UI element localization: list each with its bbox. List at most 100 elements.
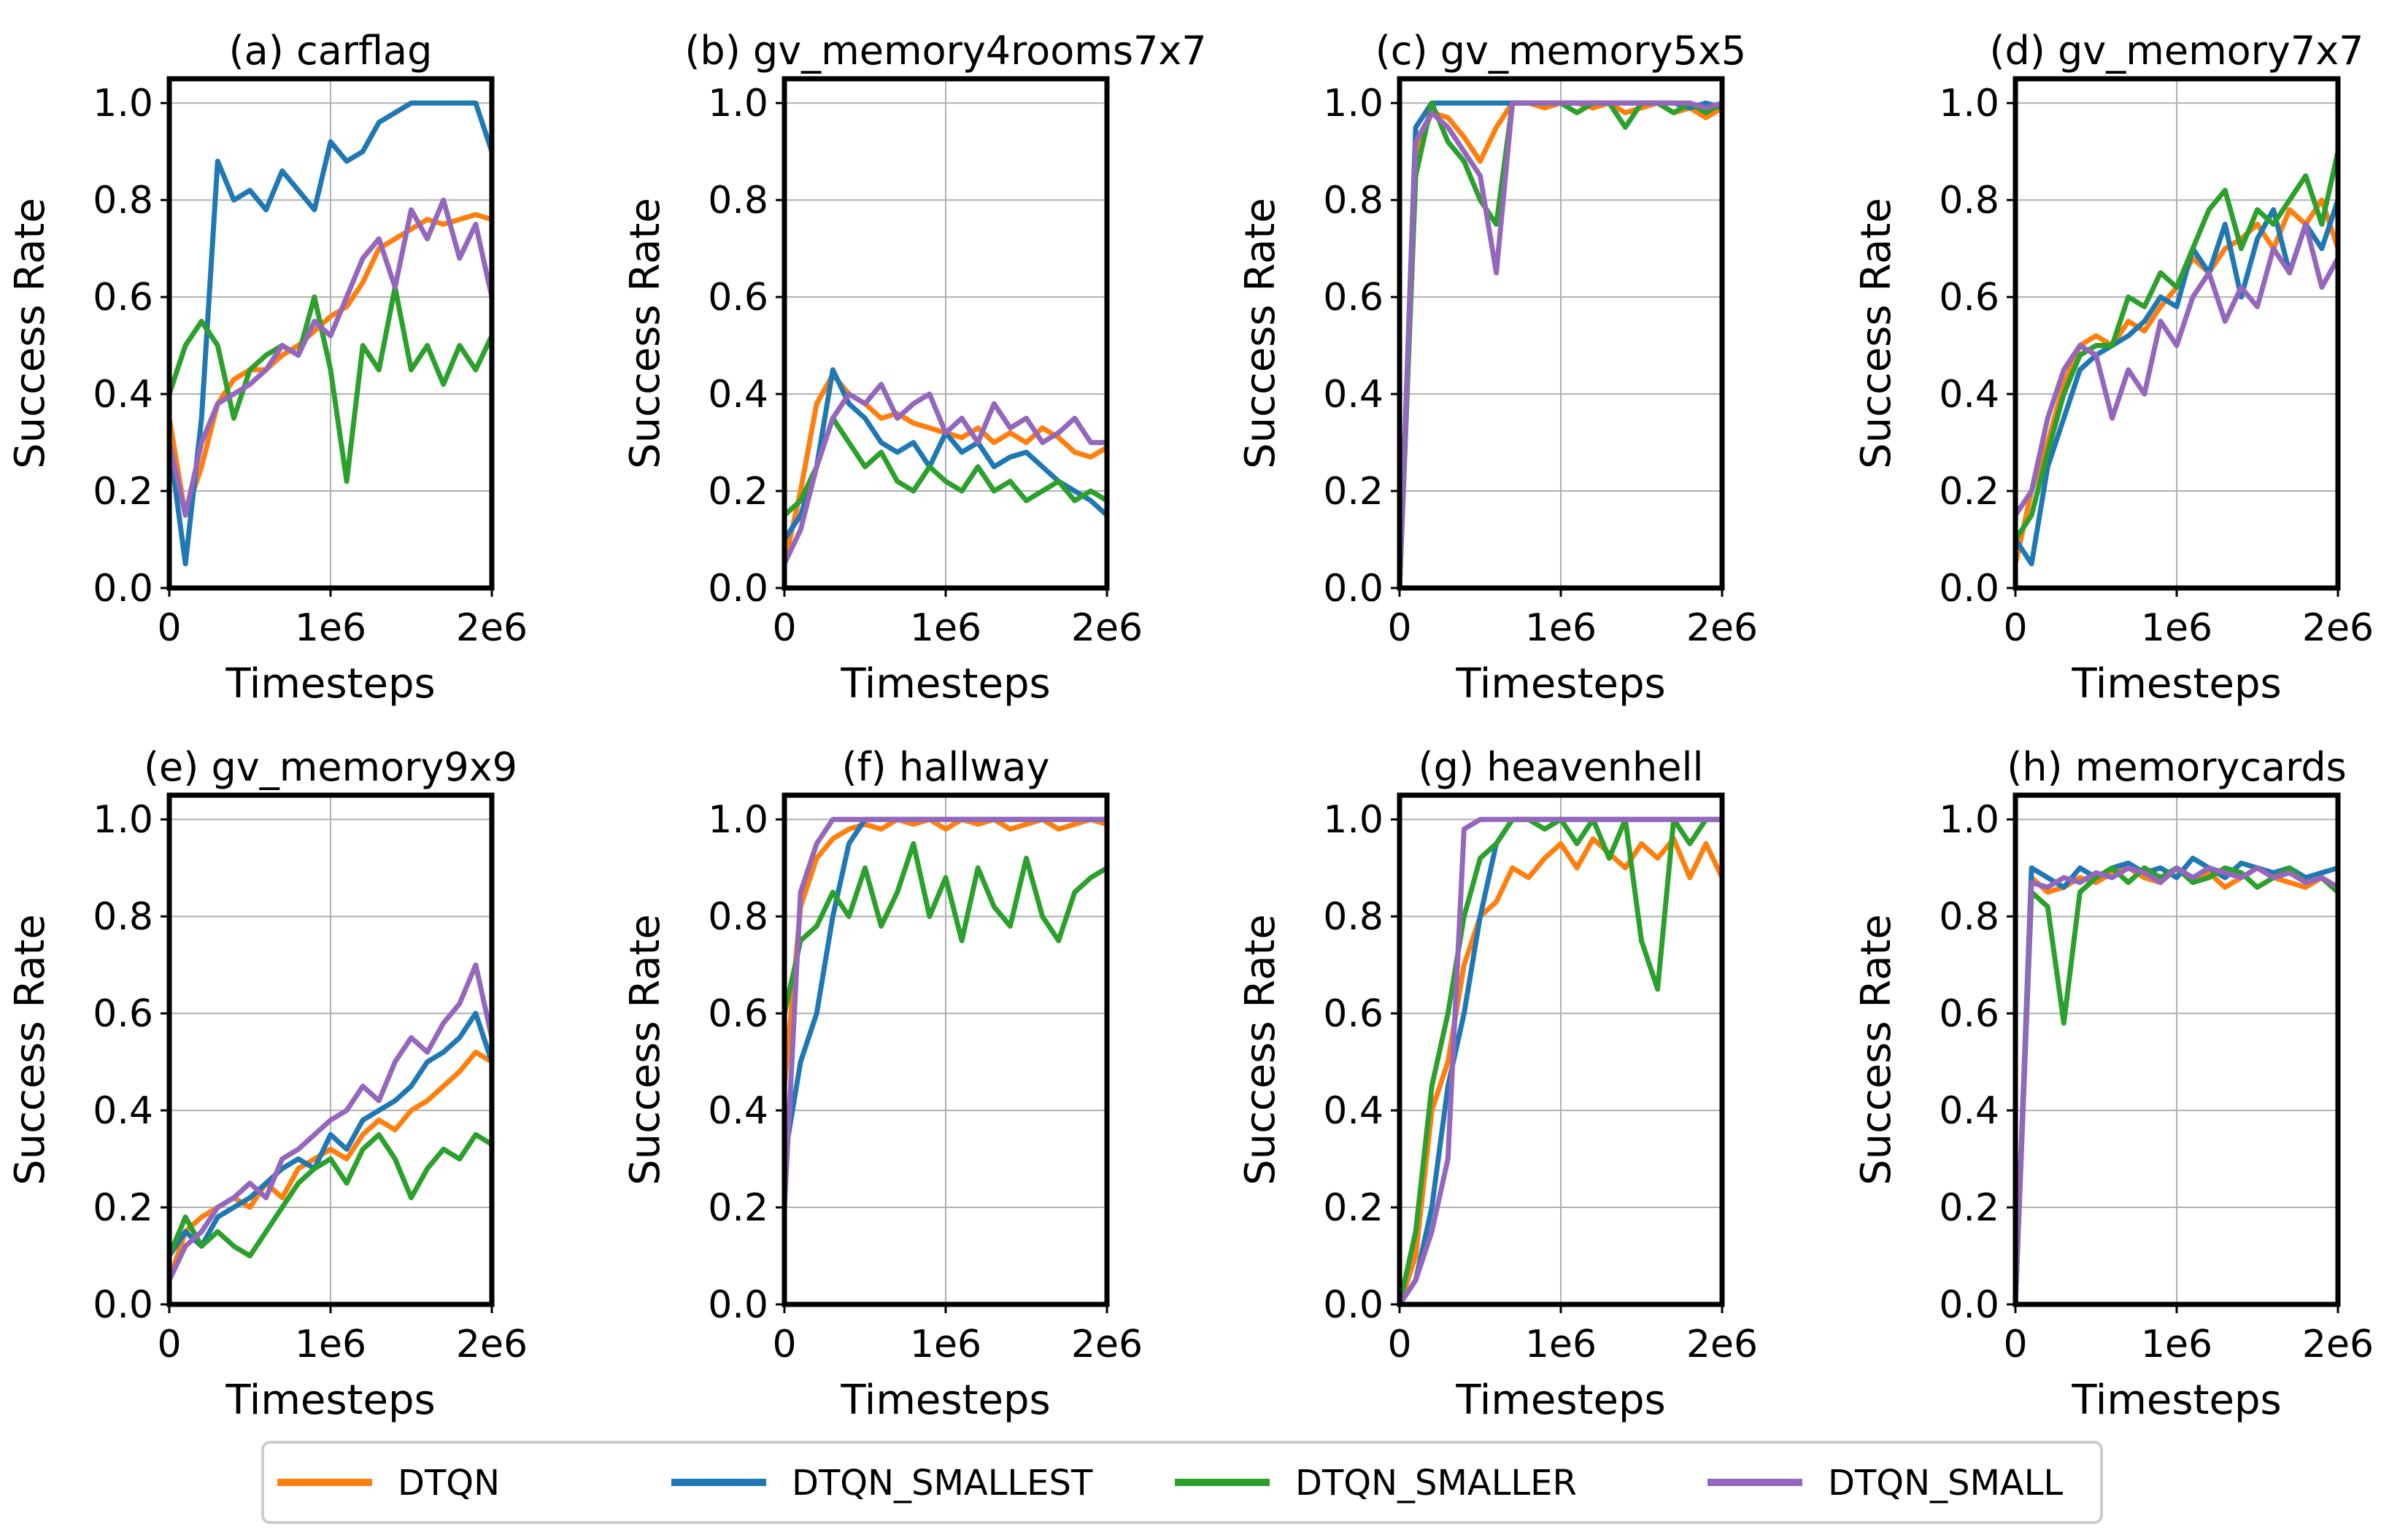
panel-title: (c) gv_memory5x5 (1375, 28, 1747, 74)
y-tick-label: 0.8 (1939, 895, 1999, 939)
panel-5: 0.0 0.2 0.4 0.6 0.8 1.0 0 1e6 2e6 (e) gv_memory9x… (7, 744, 528, 1424)
x-axis-label: Timesteps (1455, 660, 1665, 708)
y-tick-label: 0.4 (1323, 373, 1384, 417)
panel-title: (e) gv_memory9x9 (144, 744, 517, 790)
panel-title: (b) gv_memory4rooms7x7 (684, 28, 1206, 74)
series-line-dtqn-small (2013, 865, 2341, 1307)
panel-1: 0.0 0.2 0.4 0.6 0.8 1.0 0 1e6 2e6 (a) carflag Time… (7, 28, 528, 708)
y-tick-label: 0.0 (93, 567, 153, 611)
y-axis-label: Success Rate (622, 198, 669, 469)
y-tick-label: 1.0 (1939, 798, 1999, 842)
y-tick-label: 0.2 (93, 470, 153, 514)
series-line-dtqn-smallest (166, 1010, 495, 1258)
x-tick-label: 0 (157, 1323, 181, 1366)
x-tick-label: 1e6 (295, 606, 366, 650)
y-tick-label: 0.6 (1939, 276, 1999, 320)
y-tick-label: 0.6 (93, 276, 153, 320)
x-tick-label: 2e6 (456, 1323, 528, 1366)
legend-label-dtqn-small: DTQN_SMALL (1828, 1463, 2063, 1504)
panel-title: (h) memorycards (2007, 744, 2347, 790)
y-tick-label: 1.0 (708, 82, 768, 125)
y-tick-label: 0.6 (93, 992, 153, 1036)
x-tick-label: 2e6 (1071, 606, 1143, 650)
y-tick-label: 0.2 (1939, 1186, 1999, 1230)
series-line-dtqn-smaller (166, 1131, 495, 1258)
y-tick-label: 0.2 (708, 470, 768, 514)
y-tick-label: 0.0 (708, 1283, 768, 1327)
x-axis-label: Timesteps (840, 1377, 1050, 1424)
y-tick-label: 0.4 (93, 1089, 153, 1133)
series-line-dtqn-smaller (2013, 149, 2341, 542)
legend-label-dtqn-smaller: DTQN_SMALLER (1295, 1463, 1577, 1504)
panel-4: 0.0 0.2 0.4 0.6 0.8 1.0 0 1e6 2e6 (d) gv_memory7x… (1853, 28, 2374, 708)
x-tick-label: 0 (1387, 1323, 1411, 1366)
y-tick-label: 0.2 (93, 1186, 153, 1230)
x-tick-label: 1e6 (295, 1323, 366, 1366)
y-tick-label: 1.0 (1323, 798, 1384, 842)
legend-label-dtqn: DTQN (398, 1463, 500, 1504)
y-tick-label: 0.6 (708, 992, 768, 1036)
x-tick-label: 2e6 (1686, 606, 1758, 650)
y-tick-label: 0.8 (1939, 179, 1999, 223)
y-tick-label: 0.4 (93, 373, 153, 417)
y-tick-label: 0.0 (1323, 567, 1384, 611)
y-axis-label: Success Rate (7, 198, 54, 469)
x-tick-label: 2e6 (2302, 606, 2374, 650)
x-tick-label: 1e6 (1525, 1323, 1597, 1366)
x-tick-label: 0 (772, 1323, 796, 1366)
y-tick-label: 0.0 (708, 567, 768, 611)
x-tick-label: 2e6 (1686, 1323, 1758, 1366)
series-line-dtqn-small (782, 382, 1110, 567)
y-tick-label: 0.4 (708, 1089, 768, 1133)
panel-title: (f) hallway (842, 744, 1050, 790)
panel-title: (d) gv_memory7x7 (1989, 28, 2363, 74)
panel-7: 0.0 0.2 0.4 0.6 0.8 1.0 0 1e6 2e6 (g) heavenhell T… (1237, 744, 1758, 1424)
y-axis-label: Success Rate (1237, 914, 1284, 1185)
y-tick-label: 0.6 (1323, 992, 1384, 1036)
y-tick-label: 0.6 (1939, 992, 1999, 1036)
x-axis-label: Timesteps (2071, 660, 2281, 708)
y-tick-label: 0.0 (93, 1283, 153, 1327)
y-axis-label: Success Rate (7, 914, 54, 1185)
y-tick-label: 0.8 (708, 895, 768, 939)
y-tick-label: 0.8 (1323, 179, 1384, 223)
x-axis-label: Timesteps (2071, 1377, 2281, 1424)
panel-title: (a) carflag (229, 28, 433, 74)
y-axis-label: Success Rate (622, 914, 669, 1185)
y-tick-label: 0.0 (1939, 1283, 1999, 1327)
legend: DTQN DTQN_SMALLEST DTQN_SMALLER DTQN_SMALL (261, 1441, 2103, 1524)
x-axis-label: Timesteps (225, 1377, 435, 1424)
series-line-dtqn-smaller (166, 285, 495, 484)
y-tick-label: 0.2 (1323, 470, 1384, 514)
x-tick-label: 2e6 (1071, 1323, 1143, 1366)
y-tick-label: 0.6 (708, 276, 768, 320)
x-axis-label: Timesteps (1455, 1377, 1665, 1424)
y-axis-label: Success Rate (1853, 914, 1900, 1185)
y-tick-label: 0.0 (1323, 1283, 1384, 1327)
x-tick-label: 0 (2003, 606, 2027, 650)
panel-6: 0.0 0.2 0.4 0.6 0.8 1.0 0 1e6 2e6 (f) hallway Time… (622, 744, 1143, 1424)
panel-8: 0.0 0.2 0.4 0.6 0.8 1.0 0 1e6 2e6 (h) memorycards… (1853, 744, 2374, 1424)
series-line-dtqn-smaller (782, 841, 1110, 1016)
series-line-dtqn (166, 212, 495, 518)
series-line-dtqn-small (1397, 100, 1725, 591)
y-tick-label: 0.2 (1939, 470, 1999, 514)
y-tick-label: 0.6 (1323, 276, 1384, 320)
x-tick-label: 2e6 (2302, 1323, 2374, 1366)
y-tick-label: 0.8 (1323, 895, 1384, 939)
y-tick-label: 0.4 (1939, 1089, 1999, 1133)
x-tick-label: 1e6 (910, 606, 981, 650)
panel-title: (g) heavenhell (1419, 744, 1704, 790)
x-tick-label: 0 (1387, 606, 1411, 650)
x-tick-label: 2e6 (456, 606, 528, 650)
x-tick-label: 0 (772, 606, 796, 650)
y-tick-label: 1.0 (1939, 82, 1999, 125)
y-tick-label: 0.8 (708, 179, 768, 223)
y-tick-label: 0.8 (93, 179, 153, 223)
x-tick-label: 1e6 (2141, 606, 2212, 650)
y-axis-label: Success Rate (1237, 198, 1284, 469)
series-line-dtqn-small (782, 816, 1110, 1210)
series-line-dtqn-smallest (166, 100, 495, 567)
legend-label-dtqn-smallest: DTQN_SMALLEST (792, 1463, 1093, 1504)
